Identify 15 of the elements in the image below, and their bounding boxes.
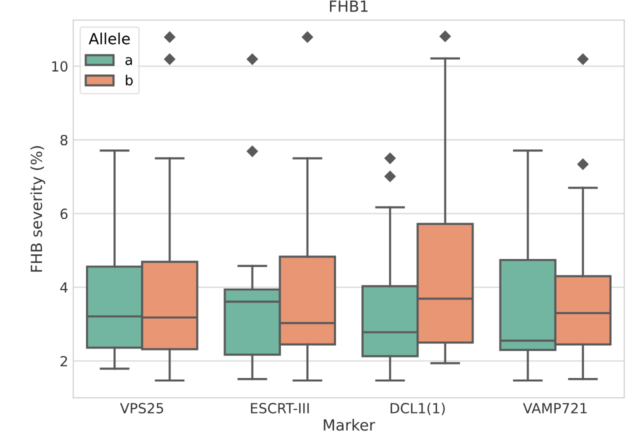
legend-title: Allele <box>88 32 130 44</box>
y-axis-title: FHB severity (%) <box>30 146 46 272</box>
x-tick-label: DCL1(1) <box>390 402 445 416</box>
x-tick-label: VAMP721 <box>523 402 587 414</box>
y-tick-label: 6 <box>60 208 68 220</box>
y-tick-label: 8 <box>60 134 68 146</box>
legend-label: b <box>126 74 133 86</box>
x-tick-label: ESCRT-III <box>251 402 309 414</box>
y-tick-label: 4 <box>60 282 68 293</box>
x-tick-label: VPS25 <box>120 402 164 414</box>
legend-label: a <box>125 57 132 66</box>
y-tick-label: 10 <box>52 61 68 72</box>
chart-title: FHB1 <box>330 0 368 12</box>
x-axis-title: Marker <box>324 418 376 431</box>
y-tick-label: 2 <box>60 356 68 366</box>
